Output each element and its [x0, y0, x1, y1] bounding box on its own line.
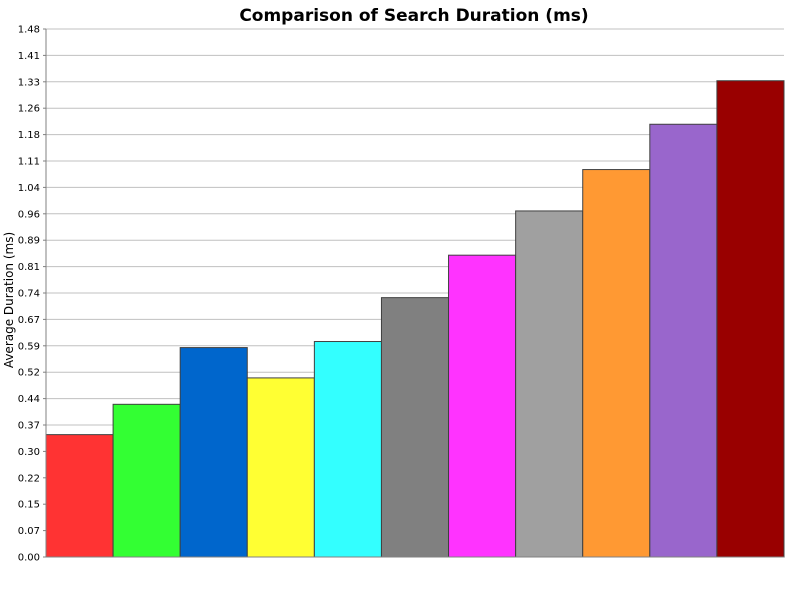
y-tick-label: 0.30	[18, 447, 40, 458]
bar	[582, 169, 651, 558]
y-tick-label: 1.04	[18, 183, 40, 194]
bar	[246, 377, 315, 558]
y-tick-label: 0.96	[18, 209, 40, 220]
y-tick-label: 1.41	[18, 51, 40, 62]
bar	[112, 403, 181, 558]
y-tick-labels: 0.00 0.07 0.15 0.22 0.30 0.37 0.44 0.52 0.59 0.67…	[18, 25, 46, 564]
y-tick-label: 0.52	[18, 368, 40, 379]
bar	[380, 297, 450, 558]
y-axis-label: Average Duration (ms)	[2, 232, 16, 368]
y-tick-label: 0.22	[18, 473, 40, 484]
y-tick-label: 0.15	[18, 500, 40, 511]
y-tick-label: 1.48	[18, 25, 40, 36]
bar	[448, 254, 517, 558]
y-tick-label: 0.59	[18, 341, 40, 352]
chart-title: Comparison of Search Duration (ms)	[239, 6, 589, 26]
bar	[313, 341, 382, 558]
y-tick-label: 0.81	[18, 262, 40, 273]
y-tick-label: 0.37	[18, 421, 40, 432]
y-tick-label: 1.33	[18, 77, 40, 88]
y-tick-label: 0.07	[18, 526, 40, 537]
bar	[716, 80, 785, 558]
y-tick-label: 1.26	[18, 104, 40, 115]
bar	[45, 434, 114, 558]
bar	[515, 210, 584, 558]
y-tick-label: 0.89	[18, 236, 40, 247]
y-tick-label: 1.18	[18, 130, 40, 141]
y-tick-label: 0.00	[18, 553, 40, 564]
bar	[649, 123, 718, 558]
y-tick-label: 0.44	[18, 394, 40, 405]
y-tick-label: 1.11	[18, 157, 40, 168]
y-tick-label: 0.67	[18, 315, 40, 326]
y-tick-label: 0.74	[18, 289, 40, 300]
bars	[45, 80, 785, 558]
bar	[179, 347, 248, 558]
